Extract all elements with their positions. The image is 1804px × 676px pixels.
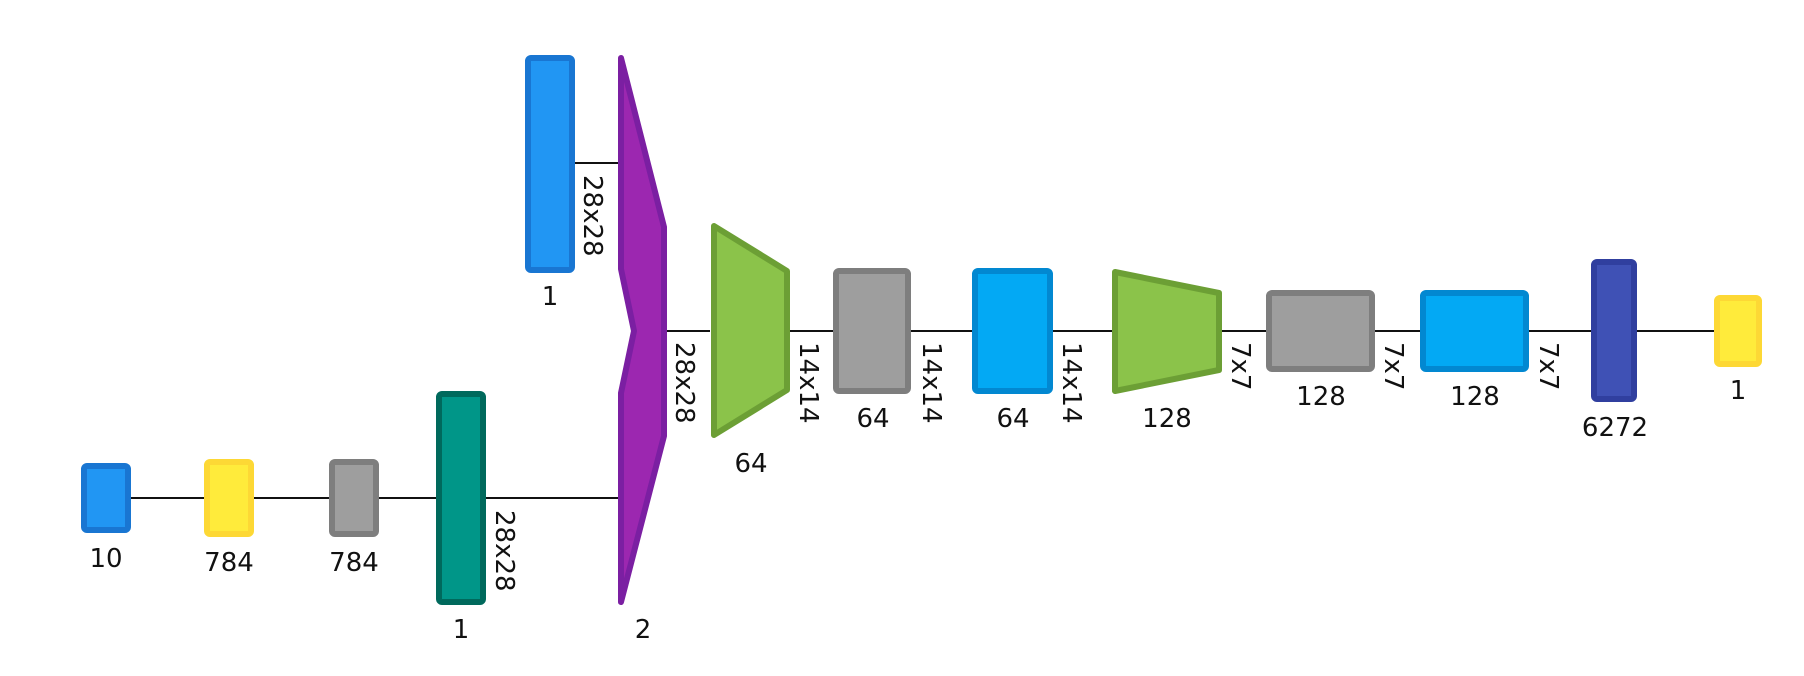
- act1-block: [833, 268, 911, 394]
- connectors: [128, 162, 1714, 499]
- act2-block: [1266, 290, 1375, 372]
- layer-label: 784: [329, 548, 379, 578]
- layers: [81, 55, 1762, 605]
- layer-label: 1: [1730, 376, 1747, 406]
- layer-label: 2: [635, 615, 652, 645]
- output-block: [1714, 295, 1762, 367]
- drop2-block: [1420, 290, 1529, 372]
- image-input-block: [525, 55, 575, 273]
- layer-label: 128: [1296, 382, 1346, 412]
- dim-label: 28x28: [669, 342, 699, 424]
- conv2-block: [1112, 269, 1222, 394]
- layer-label: 64: [734, 449, 767, 479]
- dim-label: 7x7: [1225, 342, 1255, 390]
- dense-input-block: [81, 463, 131, 533]
- reshape-28-block: [436, 391, 486, 605]
- conv1-block: [711, 223, 790, 438]
- layer-label: 128: [1450, 382, 1500, 412]
- drop1-block: [972, 268, 1053, 394]
- dim-label: 28x28: [489, 510, 519, 592]
- dim-label: 14x14: [916, 342, 946, 424]
- reshape-784-block: [329, 459, 379, 537]
- layer-label: 784: [204, 548, 254, 578]
- layer-label: 6272: [1582, 413, 1648, 443]
- layer-labels: 10 784 784 1 1 2 64 64 64 128 128 128 62…: [89, 282, 1746, 645]
- dim-label: 28x28: [577, 175, 607, 257]
- layer-label: 1: [542, 282, 559, 312]
- dim-label: 14x14: [793, 342, 823, 424]
- layer-label: 64: [996, 404, 1029, 434]
- layer-label: 1: [453, 615, 470, 645]
- layer-label: 10: [89, 544, 122, 574]
- concat-block: [618, 55, 667, 605]
- dim-label: 14x14: [1056, 342, 1086, 424]
- dim-label: 7x7: [1378, 342, 1408, 390]
- dense-784-block: [204, 459, 254, 537]
- dimension-labels: 28x28 28x28 28x28 14x14 14x14 14x14 7x7 …: [489, 175, 1563, 592]
- layer-label: 128: [1142, 404, 1192, 434]
- flatten-block: [1591, 259, 1637, 402]
- dim-label: 7x7: [1533, 342, 1563, 390]
- layer-label: 64: [856, 404, 889, 434]
